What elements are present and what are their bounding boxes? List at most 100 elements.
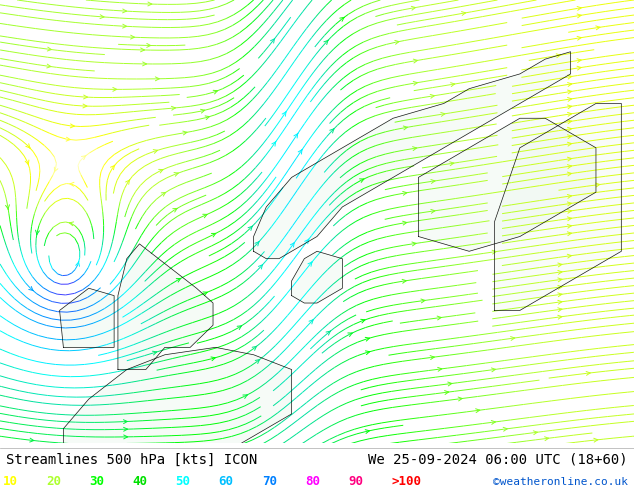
FancyArrowPatch shape — [308, 262, 312, 267]
FancyArrowPatch shape — [83, 104, 87, 108]
FancyArrowPatch shape — [403, 126, 408, 130]
FancyArrowPatch shape — [451, 83, 455, 87]
FancyArrowPatch shape — [271, 39, 275, 43]
FancyArrowPatch shape — [577, 59, 581, 63]
FancyArrowPatch shape — [431, 209, 435, 213]
Text: 20: 20 — [46, 475, 61, 488]
FancyArrowPatch shape — [577, 36, 581, 40]
Text: 70: 70 — [262, 475, 277, 488]
FancyArrowPatch shape — [161, 193, 165, 196]
FancyArrowPatch shape — [171, 106, 176, 110]
FancyArrowPatch shape — [558, 308, 562, 312]
Polygon shape — [418, 118, 596, 251]
FancyArrowPatch shape — [146, 44, 151, 48]
FancyArrowPatch shape — [411, 6, 415, 10]
FancyArrowPatch shape — [448, 382, 452, 386]
FancyArrowPatch shape — [255, 242, 259, 246]
FancyArrowPatch shape — [158, 170, 163, 173]
FancyArrowPatch shape — [450, 162, 454, 166]
FancyArrowPatch shape — [413, 147, 417, 150]
FancyArrowPatch shape — [491, 420, 495, 424]
Polygon shape — [63, 347, 292, 465]
Text: 30: 30 — [89, 475, 105, 488]
FancyArrowPatch shape — [545, 437, 548, 441]
FancyArrowPatch shape — [476, 409, 480, 413]
Text: Streamlines 500 hPa [kts] ICON: Streamlines 500 hPa [kts] ICON — [6, 453, 257, 467]
FancyArrowPatch shape — [84, 95, 87, 99]
FancyArrowPatch shape — [330, 129, 334, 133]
FancyArrowPatch shape — [586, 371, 590, 375]
FancyArrowPatch shape — [458, 397, 462, 401]
FancyArrowPatch shape — [413, 81, 417, 85]
FancyArrowPatch shape — [122, 9, 127, 13]
FancyArrowPatch shape — [558, 285, 562, 289]
FancyArrowPatch shape — [282, 112, 286, 116]
FancyArrowPatch shape — [290, 243, 294, 247]
FancyArrowPatch shape — [492, 250, 496, 254]
FancyArrowPatch shape — [305, 239, 309, 244]
Text: 80: 80 — [305, 475, 320, 488]
FancyArrowPatch shape — [29, 287, 33, 291]
Polygon shape — [495, 103, 621, 311]
FancyArrowPatch shape — [441, 113, 445, 116]
FancyArrowPatch shape — [309, 319, 313, 324]
Polygon shape — [118, 244, 213, 369]
Text: 90: 90 — [348, 475, 363, 488]
FancyArrowPatch shape — [183, 131, 187, 135]
FancyArrowPatch shape — [567, 142, 572, 146]
FancyArrowPatch shape — [298, 149, 302, 154]
FancyArrowPatch shape — [155, 77, 159, 81]
FancyArrowPatch shape — [567, 90, 572, 94]
FancyArrowPatch shape — [81, 155, 86, 160]
FancyArrowPatch shape — [25, 160, 29, 165]
FancyArrowPatch shape — [47, 64, 51, 68]
FancyArrowPatch shape — [567, 120, 572, 123]
FancyArrowPatch shape — [596, 26, 600, 30]
FancyArrowPatch shape — [252, 346, 257, 350]
FancyArrowPatch shape — [577, 6, 581, 10]
Text: We 25-09-2024 06:00 UTC (18+60): We 25-09-2024 06:00 UTC (18+60) — [368, 453, 628, 467]
FancyArrowPatch shape — [122, 24, 127, 28]
FancyArrowPatch shape — [26, 144, 30, 148]
FancyArrowPatch shape — [205, 116, 209, 120]
FancyArrowPatch shape — [113, 87, 117, 91]
FancyArrowPatch shape — [567, 127, 572, 131]
FancyArrowPatch shape — [124, 420, 127, 423]
FancyArrowPatch shape — [141, 48, 145, 52]
FancyArrowPatch shape — [361, 319, 365, 323]
FancyArrowPatch shape — [153, 149, 157, 153]
Text: 10: 10 — [3, 475, 18, 488]
FancyArrowPatch shape — [462, 12, 465, 15]
FancyArrowPatch shape — [567, 217, 571, 220]
FancyArrowPatch shape — [567, 105, 572, 109]
FancyArrowPatch shape — [70, 124, 74, 128]
FancyArrowPatch shape — [70, 182, 74, 186]
FancyArrowPatch shape — [402, 279, 406, 283]
FancyArrowPatch shape — [558, 293, 562, 297]
FancyArrowPatch shape — [567, 232, 571, 236]
FancyArrowPatch shape — [326, 331, 330, 335]
FancyArrowPatch shape — [431, 179, 435, 183]
FancyArrowPatch shape — [124, 435, 127, 439]
FancyArrowPatch shape — [237, 326, 242, 330]
FancyArrowPatch shape — [437, 368, 442, 371]
Polygon shape — [60, 288, 114, 347]
FancyArrowPatch shape — [567, 195, 571, 198]
FancyArrowPatch shape — [567, 165, 572, 169]
FancyArrowPatch shape — [148, 2, 152, 6]
FancyArrowPatch shape — [6, 205, 10, 209]
FancyArrowPatch shape — [577, 14, 581, 18]
FancyArrowPatch shape — [567, 98, 572, 101]
FancyArrowPatch shape — [324, 40, 328, 45]
FancyArrowPatch shape — [503, 427, 507, 431]
FancyArrowPatch shape — [365, 351, 370, 355]
FancyArrowPatch shape — [48, 47, 51, 51]
Text: ©weatheronline.co.uk: ©weatheronline.co.uk — [493, 477, 628, 487]
FancyArrowPatch shape — [69, 222, 74, 226]
FancyArrowPatch shape — [203, 292, 207, 295]
FancyArrowPatch shape — [510, 337, 515, 341]
FancyArrowPatch shape — [348, 333, 353, 337]
FancyArrowPatch shape — [556, 54, 560, 58]
FancyArrowPatch shape — [567, 224, 571, 228]
FancyArrowPatch shape — [567, 83, 572, 86]
